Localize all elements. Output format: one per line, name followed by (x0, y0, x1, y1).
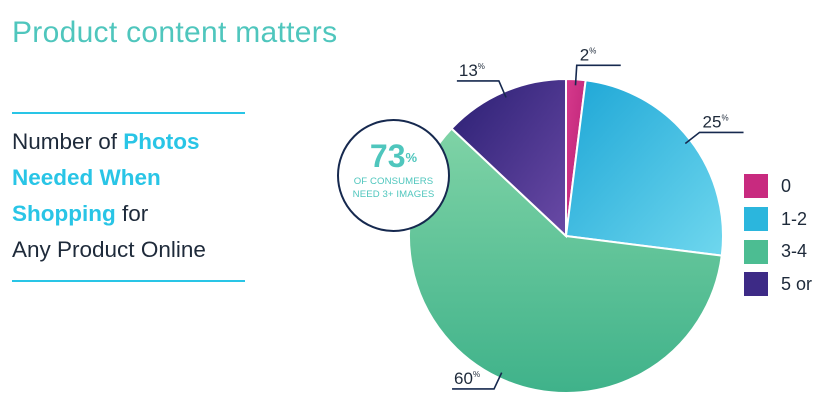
legend-label-3: 5 or (781, 273, 813, 294)
leader-line-1 (684, 131, 744, 145)
consumers-callout: 73% OF CONSUMERS NEED 3+ IMAGES (337, 119, 450, 232)
chart-subtitle: Number of Photos Needed When Shopping for A… (12, 124, 252, 268)
legend-item-2: 3-4 (744, 235, 812, 268)
subtitle-part-1: Number of (12, 129, 124, 154)
callout-text: OF CONSUMERS NEED 3+ IMAGES (339, 175, 448, 201)
legend-item-3: 5 or (744, 268, 812, 301)
callout-unit: % (405, 150, 418, 165)
legend-label-2: 3-4 (781, 241, 808, 262)
slice-value-label-3: 13% (459, 61, 485, 80)
legend-label-0: 0 (781, 175, 792, 196)
leader-line-2 (452, 372, 503, 390)
legend-swatch-2 (744, 239, 768, 264)
page-title: Product content matters (12, 16, 338, 49)
slice-value-label-0: 2% (580, 45, 597, 64)
leader-line-3 (456, 80, 507, 98)
slice-value-label-1: 25% (703, 112, 729, 131)
legend-swatch-1 (744, 207, 768, 232)
callout-value: 73% (339, 139, 448, 173)
legend-swatch-0 (744, 174, 768, 199)
subtitle-part-3: Any Product Online (12, 237, 206, 262)
legend-swatch-3 (744, 272, 768, 297)
callout-number: 73 (369, 138, 406, 174)
pie-slice-1-2 (564, 79, 724, 257)
subtitle-highlight-photos: Photos (123, 129, 200, 154)
slice-value-label-2: 60% (454, 369, 480, 388)
legend-label-1: 1-2 (781, 208, 808, 229)
callout-line-2: NEED 3+ IMAGES (352, 189, 435, 200)
subtitle-part-2: for (115, 201, 149, 226)
chart-legend: 0 1-2 3-4 5 or (744, 170, 812, 301)
callout-line-1: OF CONSUMERS (353, 176, 434, 187)
legend-item-0: 0 (744, 170, 812, 203)
leader-line-0 (574, 64, 621, 86)
top-divider (12, 112, 245, 114)
bottom-divider (12, 280, 245, 282)
subtitle-highlight-shopping: Shopping (12, 201, 116, 226)
subtitle-highlight-needed-when: Needed When (12, 165, 161, 190)
legend-item-1: 1-2 (744, 203, 812, 236)
